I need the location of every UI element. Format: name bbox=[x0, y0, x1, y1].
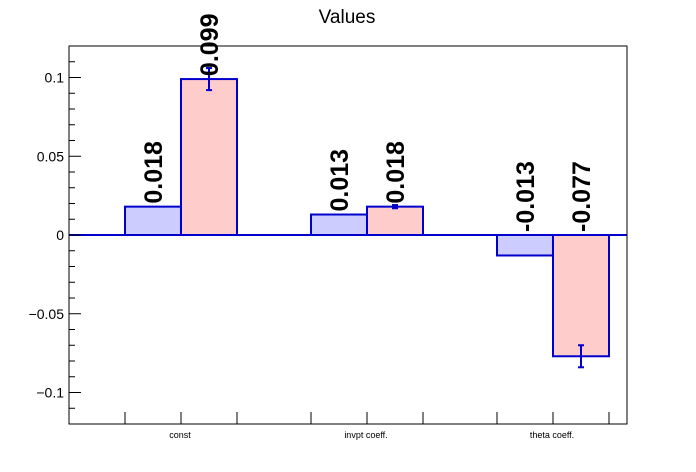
data-label-s0-2: -0.013 bbox=[512, 161, 540, 232]
y-tick-label-2: 0 bbox=[56, 227, 64, 243]
category-label-2: theta coeff. bbox=[530, 430, 574, 440]
axis-layer: −0.1 −0.05 0 0.05 0.1 const invpt coeff. theta … bbox=[29, 45, 628, 440]
data-label-s1-2: -0.077 bbox=[568, 161, 596, 232]
data-label-s0-0: 0.018 bbox=[140, 141, 168, 204]
category-label-1: invpt coeff. bbox=[344, 430, 387, 440]
data-label-s1-1: 0.018 bbox=[382, 141, 410, 204]
category-label-0: const bbox=[169, 430, 191, 440]
chart-title: Values bbox=[319, 7, 376, 28]
labels-layer: 0.018 0.013 -0.013 0.099 0.018 -0.077 bbox=[140, 14, 596, 232]
y-tick-label-1: −0.05 bbox=[29, 306, 65, 322]
bars-layer bbox=[124, 67, 610, 369]
y-tick-label-3: 0.05 bbox=[37, 148, 64, 164]
y-tick-label-4: 0.1 bbox=[45, 70, 65, 86]
bar-s0-0 bbox=[124, 205, 182, 236]
data-label-s1-0: 0.099 bbox=[196, 14, 224, 77]
y-tick-label-0: −0.1 bbox=[36, 385, 64, 401]
bar-s1-2 bbox=[552, 234, 610, 358]
data-label-s0-1: 0.013 bbox=[326, 149, 354, 212]
bar-s0-1 bbox=[310, 213, 368, 236]
bar-s0-2 bbox=[496, 234, 554, 257]
bar-s1-0 bbox=[180, 78, 238, 236]
bar-s1-1 bbox=[366, 205, 424, 236]
